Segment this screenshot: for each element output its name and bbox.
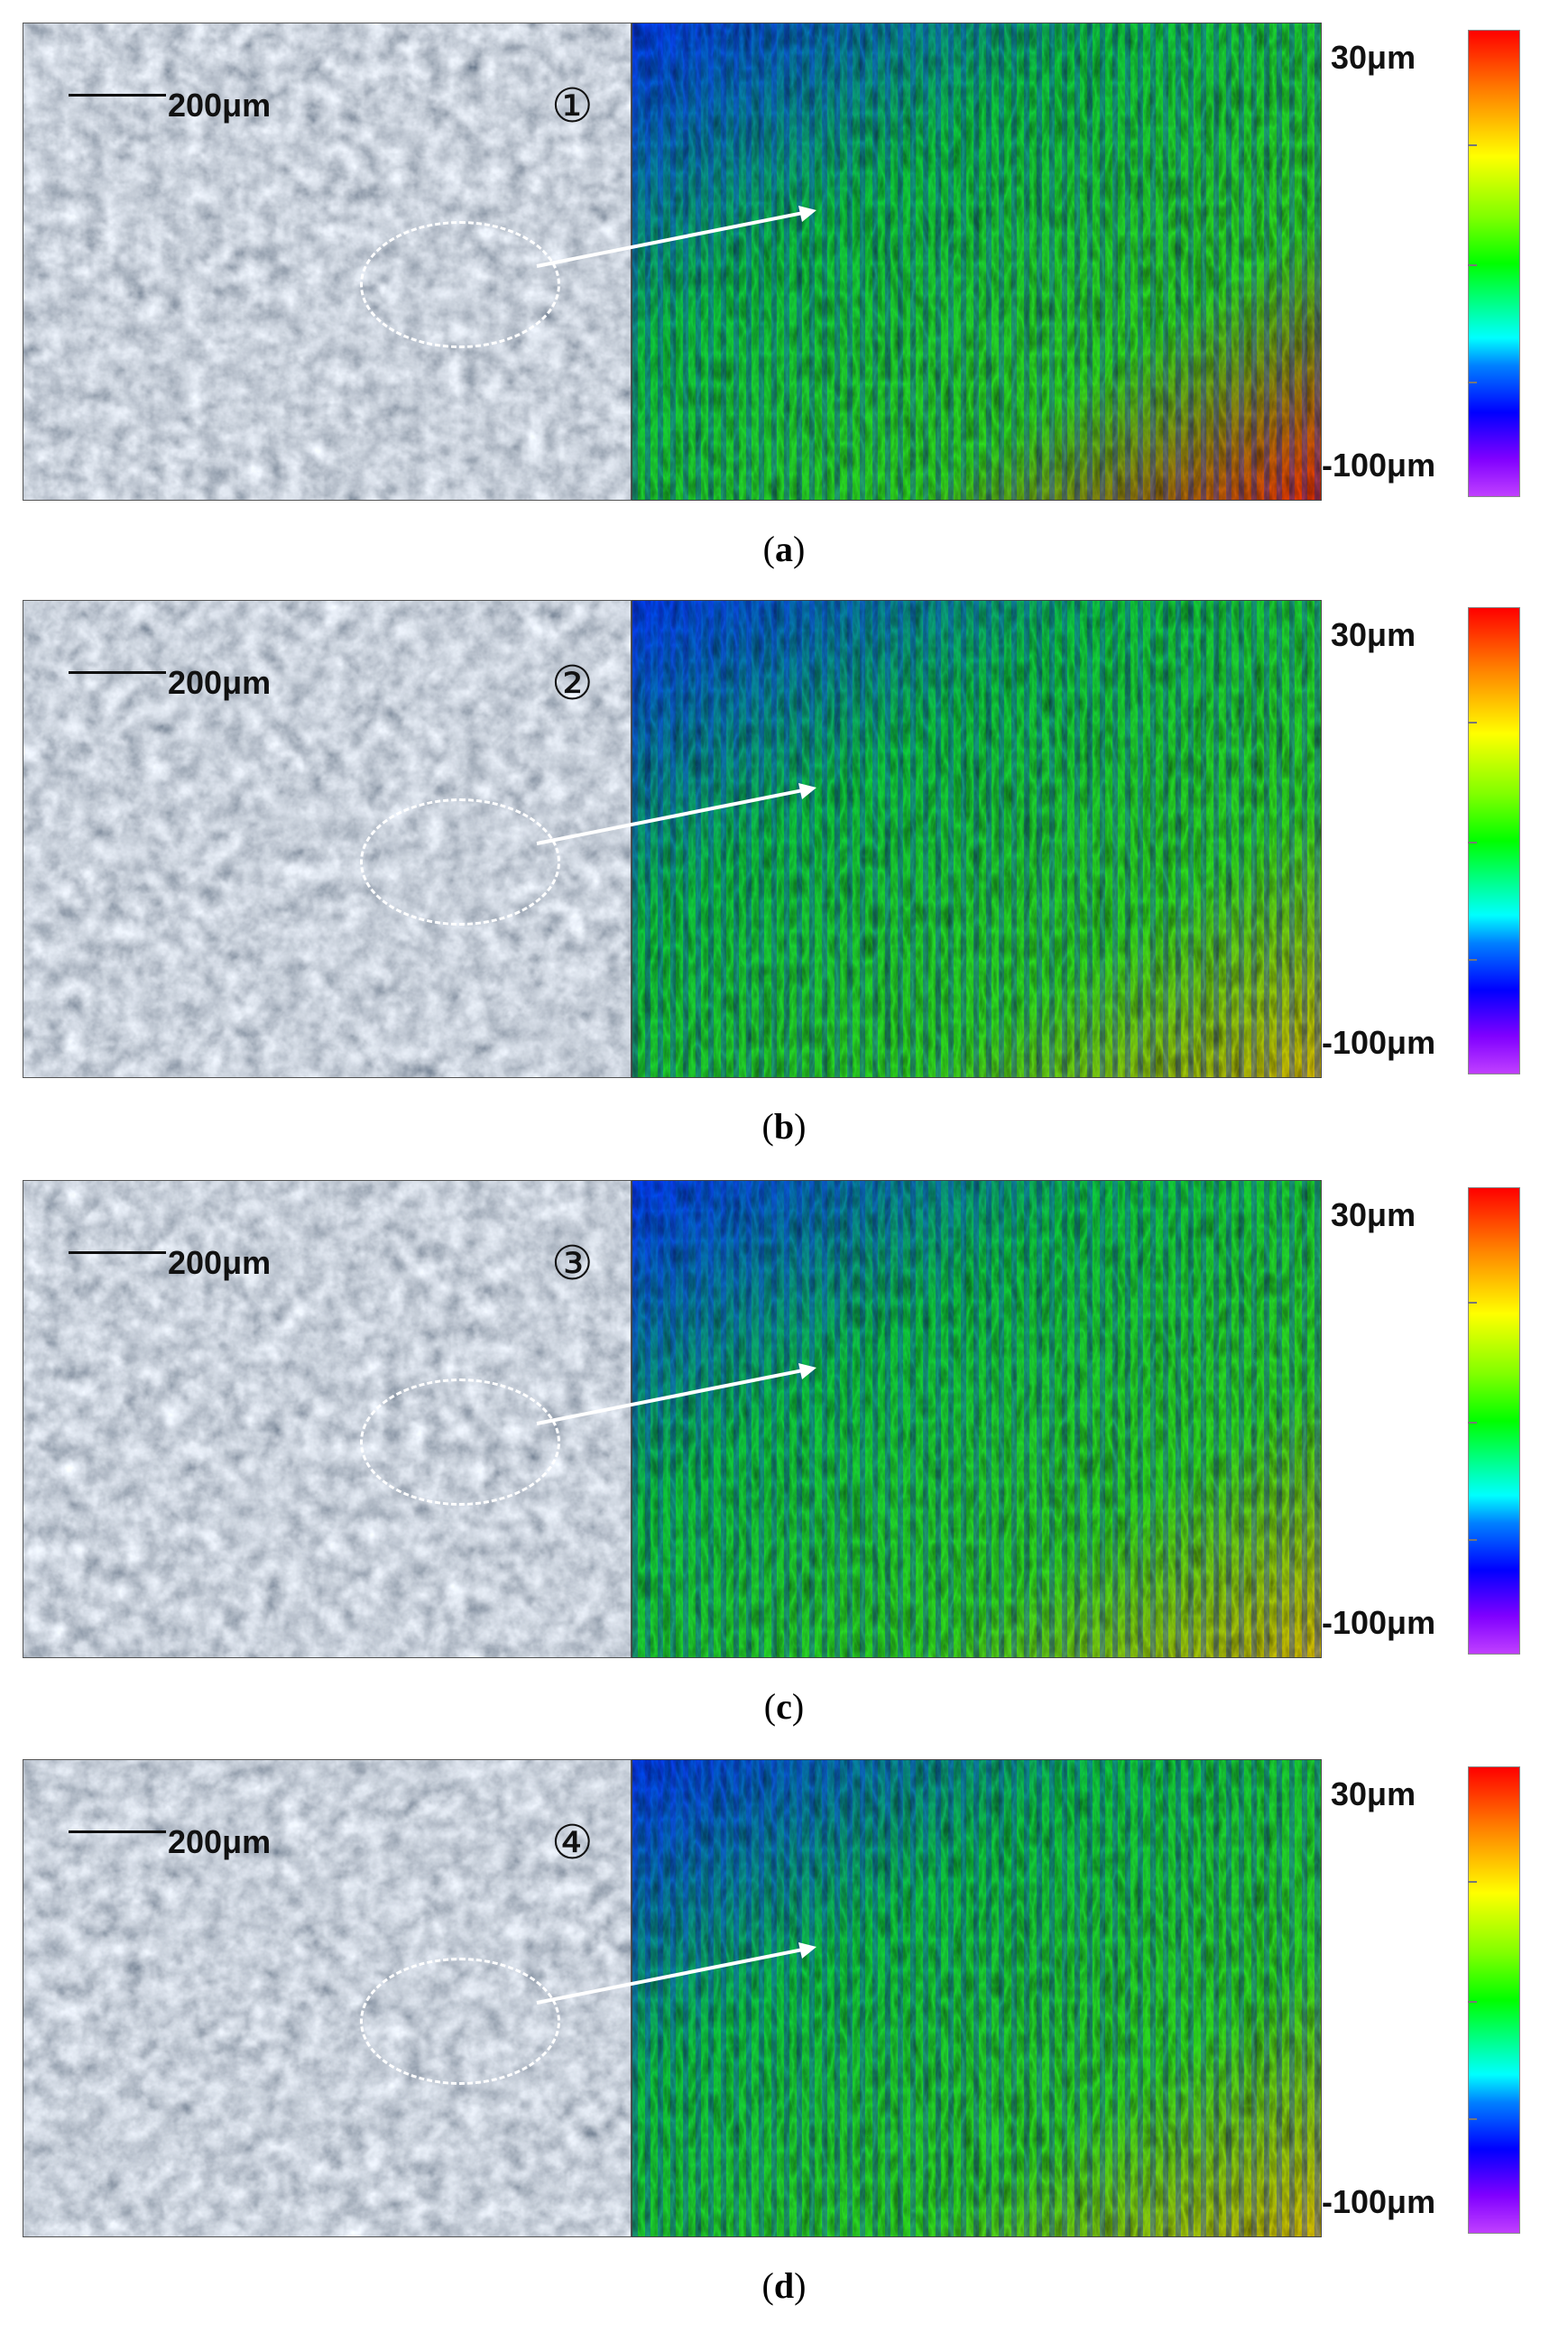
legend-max-label: 30μm [1331,1775,1416,1812]
scale-bar-label: 200μm [168,664,272,701]
panel-caption-letter: a [775,529,793,569]
scale-bar-label: 200μm [168,1244,272,1281]
region-ellipse [360,1958,560,2085]
legend-max-label: 30μm [1331,39,1416,76]
panel-caption-letter: b [773,1106,795,1147]
height-map [632,1180,1322,1658]
region-marker: ④ [551,1817,594,1869]
legend-max-label: 30μm [1331,1196,1416,1233]
legend-min-label: -100μm [1322,447,1436,484]
panel-caption-letter: d [773,2265,795,2306]
panel-caption: (c) [763,1686,805,1727]
color-scale-tick [1468,1422,1477,1424]
region-marker: ② [551,658,594,710]
panel-caption-letter: c [776,1686,792,1727]
panel-caption: (d) [761,2265,807,2306]
color-scale-tick [1468,2118,1477,2120]
region-marker: ③ [551,1238,594,1290]
region-ellipse [360,1378,560,1506]
legend-min-label: -100μm [1322,2183,1436,2220]
height-map-texture [632,1181,1321,1657]
figure-panel-c: 200μm ③ [0,1180,1568,1757]
color-scale-tick [1468,842,1477,844]
height-map-texture [632,23,1321,500]
scale-bar-label: 200μm [168,1823,272,1860]
surface-photo: 200μm ① [23,23,632,501]
color-scale-bar [1468,1187,1520,1655]
region-ellipse [360,798,560,926]
color-scale-bar [1468,1766,1520,2234]
legend-max-label: 30μm [1331,616,1416,653]
color-scale-bar [1468,607,1520,1074]
panel-caption: (a) [762,529,806,569]
height-map-texture [632,1760,1321,2236]
color-scale-tick [1468,382,1477,383]
surface-photo: 200μm ② [23,600,632,1078]
color-scale-tick [1468,1881,1477,1883]
color-scale-tick [1468,1539,1477,1541]
surface-photo: 200μm ③ [23,1180,632,1658]
color-scale-tick [1468,144,1477,146]
surface-photo: 200μm ④ [23,1759,632,2237]
scale-bar [69,1251,166,1254]
scale-bar-label: 200μm [168,87,272,124]
height-map [632,1759,1322,2237]
scale-bar [69,1830,166,1833]
color-scale-tick [1468,959,1477,961]
color-scale-tick [1468,264,1477,266]
legend-min-label: -100μm [1322,1604,1436,1641]
figure-panel-b: 200μm ② [0,600,1568,1177]
color-scale-bar [1468,30,1520,497]
color-scale-tick [1468,722,1477,724]
region-ellipse [360,221,560,348]
color-scale-tick [1468,1302,1477,1304]
figure-panel-a: 200μm ① [0,23,1568,600]
scale-bar [69,671,166,674]
height-map [632,600,1322,1078]
height-map [632,23,1322,501]
height-map-texture [632,601,1321,1077]
panel-caption: (b) [761,1106,807,1147]
region-marker: ① [551,80,594,133]
scale-bar [69,94,166,97]
legend-min-label: -100μm [1322,1024,1436,1061]
color-scale-tick [1468,2001,1477,2003]
figure-panel-d: 200μm ④ [0,1759,1568,2337]
